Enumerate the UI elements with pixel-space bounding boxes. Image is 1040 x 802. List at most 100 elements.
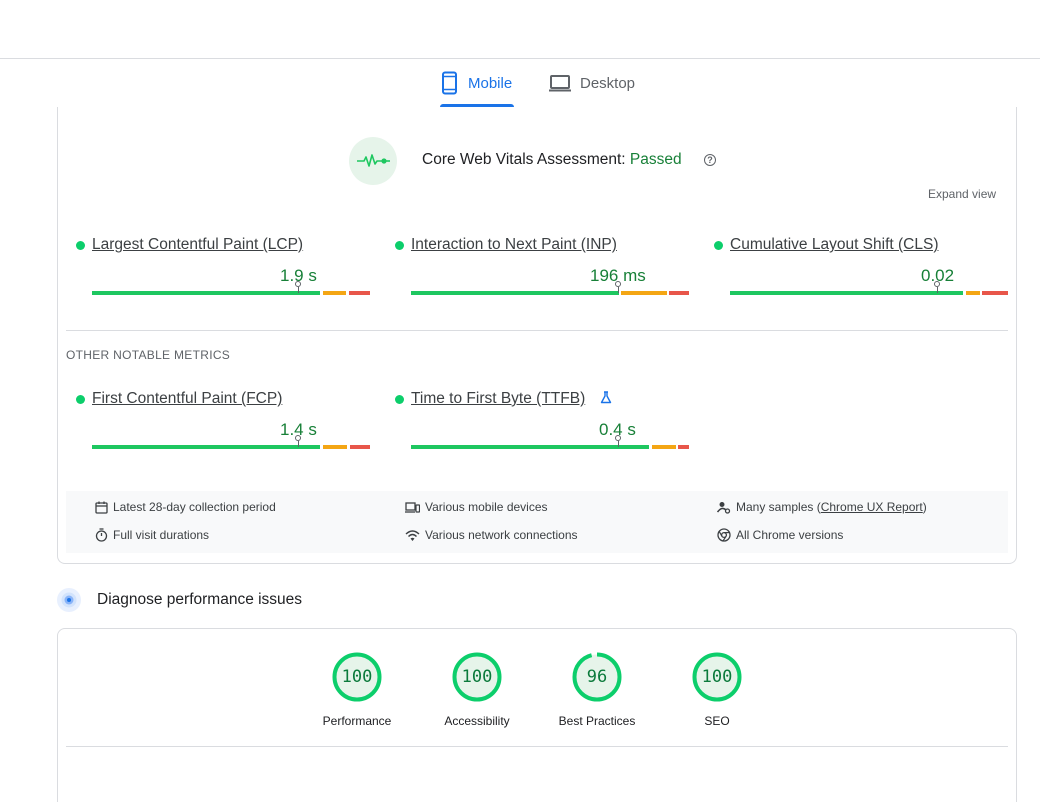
distribution-bar <box>92 291 370 295</box>
bar-needs-improvement-segment <box>966 291 980 295</box>
metric-fcp: First Contentful Paint (FCP) 1.4 s <box>76 390 370 460</box>
metric-lcp-value: 1.9 s <box>280 266 317 285</box>
calendar-icon <box>95 501 108 514</box>
lighthouse-icon <box>57 588 81 612</box>
diagnose-title: Diagnose performance issues <box>97 591 303 608</box>
lighthouse-scores-card <box>57 628 1017 802</box>
status-dot-good <box>714 241 723 250</box>
divider <box>66 746 1008 747</box>
help-circle-icon[interactable]: ? <box>704 154 716 166</box>
bar-good-segment <box>411 291 619 295</box>
metric-inp: Interaction to Next Paint (INP) 196 ms <box>395 236 689 306</box>
distribution-bar <box>92 445 370 449</box>
percentile-marker <box>295 435 302 449</box>
status-dot-good <box>395 395 404 404</box>
bar-needs-improvement-segment <box>323 445 347 449</box>
smartphone-icon <box>442 71 457 95</box>
laptop-icon <box>549 75 571 92</box>
bar-good-segment <box>411 445 649 449</box>
assessment-title-text: Core Web Vitals Assessment: <box>422 151 630 168</box>
score-gauge-performance[interactable]: 100 Performance <box>307 652 407 728</box>
distribution-bar <box>411 291 689 295</box>
score-label: Performance <box>322 714 392 728</box>
info-chrome-versions: All Chrome versions <box>717 528 843 542</box>
metric-lcp-name[interactable]: Largest Contentful Paint (LCP) <box>92 236 304 253</box>
active-tab-indicator <box>440 104 514 107</box>
metric-inp-name[interactable]: Interaction to Next Paint (INP) <box>411 236 617 253</box>
score-ring <box>332 652 382 702</box>
bar-good-segment <box>92 445 320 449</box>
metric-ttfb-name[interactable]: Time to First Byte (TTFB) <box>411 390 586 407</box>
info-visit-durations: Full visit durations <box>95 528 209 542</box>
chrome-ux-report-link[interactable]: Chrome UX Report <box>820 500 923 514</box>
bar-good-segment <box>92 291 320 295</box>
percentile-marker <box>615 281 622 295</box>
core-web-vitals-card <box>57 107 1017 564</box>
bar-needs-improvement-segment <box>652 445 676 449</box>
metric-lcp: Largest Contentful Paint (LCP) 1.9 s <box>76 236 370 306</box>
score-value: 100 <box>461 667 493 687</box>
flask-icon[interactable] <box>600 391 612 404</box>
score-label: Accessibility <box>444 714 510 728</box>
status-dot-good <box>76 241 85 250</box>
info-visit-durations-text: Full visit durations <box>113 528 210 542</box>
bar-poor-segment <box>678 445 689 449</box>
percentile-marker <box>934 281 941 295</box>
metric-ttfb: Time to First Byte (TTFB) 0.4 s <box>395 390 689 460</box>
people-icon <box>717 501 731 514</box>
wifi-icon <box>405 529 420 541</box>
heartbeat-icon <box>349 137 397 185</box>
device-tabs: Mobile Desktop <box>0 59 1040 107</box>
info-connections: Various network connections <box>405 528 578 542</box>
bar-poor-segment <box>349 291 370 295</box>
status-dot-good <box>395 241 404 250</box>
chrome-icon <box>717 528 731 542</box>
top-bar <box>0 0 1040 59</box>
info-samples-suffix: ) <box>922 500 927 514</box>
score-ring <box>692 652 742 702</box>
data-info-panel <box>66 491 1008 553</box>
tab-desktop[interactable]: Desktop <box>548 59 635 107</box>
metric-inp-value: 196 ms <box>590 266 646 285</box>
score-label: Best Practices <box>558 714 636 728</box>
percentile-marker <box>295 281 302 295</box>
info-collection-period: Latest 28-day collection period <box>95 500 276 514</box>
score-value: 100 <box>341 667 373 687</box>
info-samples-prefix: Many samples ( <box>736 500 821 514</box>
tab-mobile[interactable]: Mobile <box>440 59 512 107</box>
score-value: 100 <box>701 667 733 687</box>
bar-poor-segment <box>982 291 1008 295</box>
score-gauge-accessibility[interactable]: 100 Accessibility <box>427 652 527 728</box>
divider <box>66 330 1008 331</box>
bar-needs-improvement-segment <box>323 291 346 295</box>
metric-cls-name[interactable]: Cumulative Layout Shift (CLS) <box>730 236 939 253</box>
score-gauge-seo[interactable]: 100 SEO <box>667 652 767 728</box>
info-connections-text: Various network connections <box>425 528 578 542</box>
assessment-title: Core Web Vitals Assessment: Passed <box>422 151 682 169</box>
metric-ttfb-value: 0.4 s <box>599 420 636 439</box>
bar-poor-segment <box>350 445 370 449</box>
metric-cls: Cumulative Layout Shift (CLS) 0.02 <box>714 236 1008 306</box>
other-metrics-heading: OTHER NOTABLE METRICS <box>66 348 231 362</box>
score-gauge-best-practices[interactable]: 96 Best Practices <box>547 652 647 728</box>
stopwatch-icon <box>95 528 108 542</box>
info-samples: Many samples (Chrome UX Report) <box>717 500 927 514</box>
status-dot-good <box>76 395 85 404</box>
metric-cls-value: 0.02 <box>921 266 955 285</box>
distribution-bar <box>730 291 1008 295</box>
assessment-status: Passed <box>629 151 682 168</box>
info-devices: Various mobile devices <box>405 500 548 514</box>
percentile-marker <box>615 435 622 449</box>
bar-poor-segment <box>669 291 689 295</box>
metric-fcp-name[interactable]: First Contentful Paint (FCP) <box>92 390 283 407</box>
expand-view-button[interactable]: Expand view <box>928 187 997 201</box>
tab-mobile-label: Mobile <box>468 74 513 92</box>
bar-good-segment <box>730 291 963 295</box>
devices-icon <box>405 501 420 513</box>
tab-desktop-label: Desktop <box>580 74 636 92</box>
score-label: SEO <box>704 714 730 728</box>
bar-needs-improvement-segment <box>621 291 667 295</box>
score-ring <box>452 652 502 702</box>
score-ring <box>572 652 622 702</box>
info-devices-text: Various mobile devices <box>425 500 548 514</box>
